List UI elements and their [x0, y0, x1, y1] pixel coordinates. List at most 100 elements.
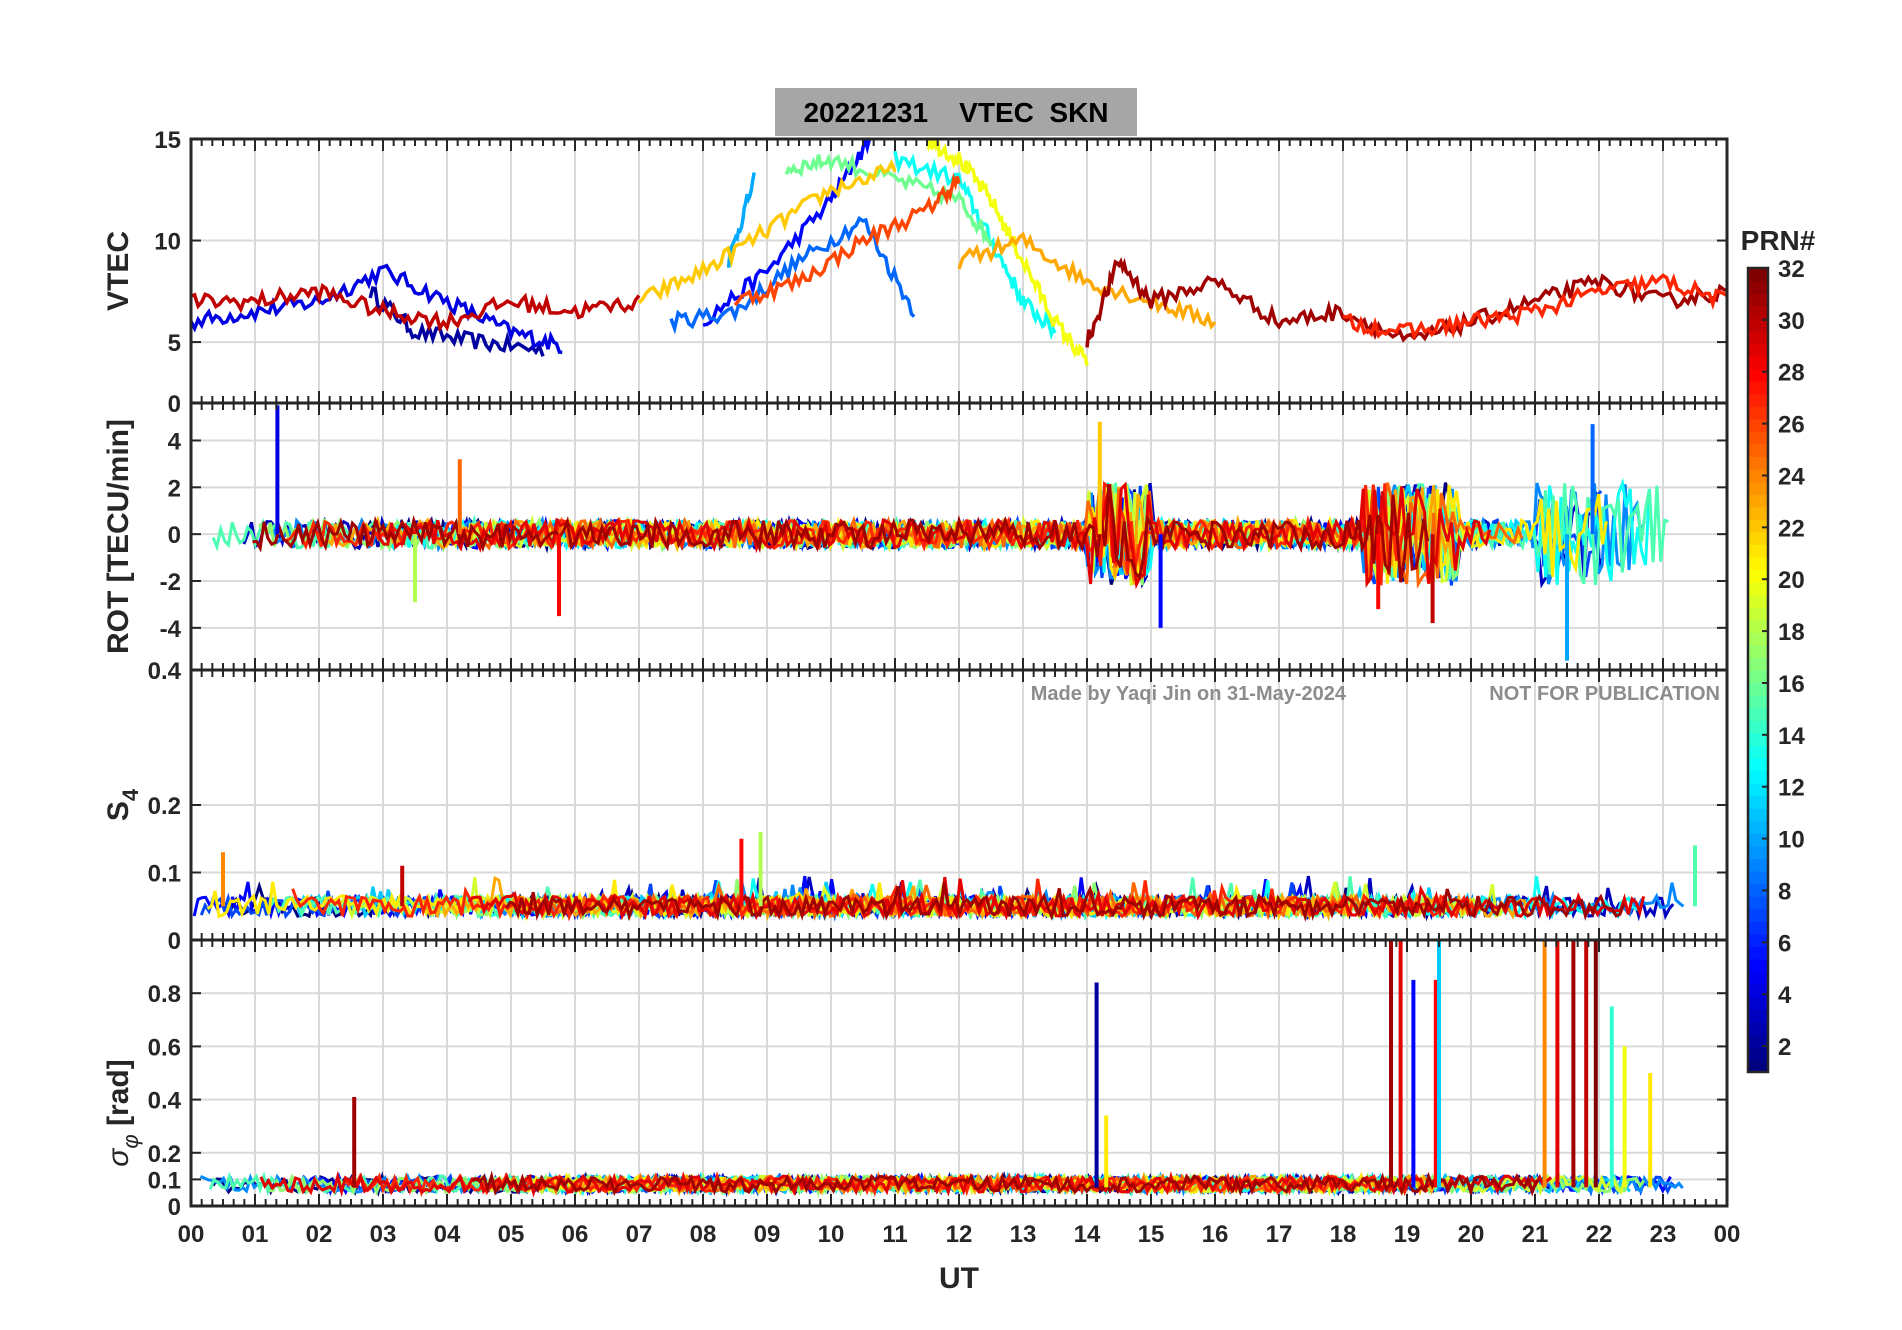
s4-series-prn-31: [505, 882, 1626, 923]
x-tick-label: 15: [1138, 1221, 1165, 1248]
y-tick-label-rot: -2: [160, 569, 181, 596]
colorbar-segment: [1748, 845, 1768, 860]
colorbar-segment: [1748, 896, 1768, 910]
colorbar-tick-label: 10: [1778, 827, 1805, 854]
title-box: 20221231 VTEC SKN: [775, 88, 1137, 136]
x-tick-label: 09: [754, 1221, 781, 1248]
colorbar-segment: [1748, 657, 1768, 671]
colorbar-segment: [1748, 469, 1768, 483]
colorbar-tick-label: 24: [1778, 463, 1805, 490]
x-axis-label: UT: [939, 1262, 979, 1295]
colorbar-segment: [1748, 582, 1768, 596]
ticks-sigma_phi: [190, 940, 1728, 1207]
colorbar-tick-label: 30: [1778, 308, 1805, 335]
colorbar-segment: [1748, 1046, 1768, 1061]
chart-title: 20221231 VTEC SKN: [803, 97, 1108, 128]
colorbar-segment: [1748, 381, 1768, 395]
colorbar-tick-label: 22: [1778, 515, 1805, 542]
y-tick-label-top-s4: 0.4: [148, 658, 182, 685]
vtec-series-prn-20: [925, 139, 1089, 367]
x-tick-label: 03: [370, 1221, 397, 1248]
panel-rot: -4 -2 0 2 4 0 ROT [TECU/min]: [102, 391, 1729, 672]
colorbar-segment: [1748, 707, 1768, 721]
colorbar-segment: [1748, 958, 1768, 973]
colorbar-segment: [1748, 531, 1768, 545]
y-tick-label-sigma_phi: 0.8: [148, 981, 181, 1008]
colorbar-segment: [1748, 431, 1768, 445]
y-tick-label-sigma_phi: 0: [168, 1194, 181, 1221]
colorbar-segment: [1748, 1034, 1768, 1048]
colorbar-segment: [1748, 368, 1768, 382]
colorbar-segment: [1748, 670, 1768, 684]
vtec-series-prn-8: [669, 215, 916, 335]
colorbar-segment: [1748, 720, 1768, 734]
data-sigma_phi: [199, 940, 1684, 1199]
x-tick-label: 19: [1394, 1221, 1421, 1248]
vtec-series-prn-22: [637, 158, 897, 305]
y-tick-label-sigma_phi: 0.6: [148, 1034, 181, 1061]
colorbar-segment: [1748, 594, 1768, 608]
colorbar-segment: [1748, 770, 1768, 784]
vtec-series-prn-26: [733, 172, 961, 307]
y-tick-label-vtec: 10: [154, 229, 181, 256]
y-axis-label-sigma-phi: σφ [rad]: [102, 1059, 143, 1166]
y-tick-label-s4: 0.2: [148, 793, 181, 820]
colorbar-segment: [1748, 644, 1768, 659]
colorbar-segment: [1748, 268, 1768, 282]
y-tick-label-sigma_phi: 0.4: [148, 1088, 182, 1115]
colorbar-tick-label: 32: [1778, 256, 1805, 283]
title-background: [775, 88, 1137, 136]
colorbar-segment: [1748, 318, 1768, 332]
colorbar-tick-label: 8: [1778, 878, 1791, 905]
colorbar-label: PRN#: [1741, 225, 1816, 256]
colorbar-segment: [1748, 1021, 1768, 1035]
colorbar-segment: [1748, 795, 1768, 809]
colorbar-segment: [1748, 544, 1768, 558]
y-tick-label-sigma_phi: 0.2: [148, 1141, 181, 1168]
vtec-series-prn-27: [1342, 273, 1727, 341]
data-rot: [211, 405, 1669, 661]
y-tick-label-rot: 2: [168, 475, 181, 502]
x-tick-label: 11: [882, 1221, 907, 1248]
colorbar-segment: [1748, 946, 1768, 960]
colorbar-tick-label: 20: [1778, 567, 1805, 594]
x-tick-label: 00: [178, 1221, 205, 1248]
rot-series-prn-31: [252, 484, 1430, 583]
colorbar-tick-label: 2: [1778, 1034, 1791, 1061]
sigma_phi-series-prn-31: [471, 1170, 1541, 1198]
watermark-author: Made by Yaqi Jin on 31-May-2024: [1031, 683, 1347, 705]
s4-series-prn-29: [467, 876, 1646, 921]
x-tick-label: 13: [1010, 1221, 1037, 1248]
x-tick-label: 18: [1330, 1221, 1357, 1248]
data-s4: [192, 832, 1697, 923]
y-tick-label-rot: -4: [160, 616, 182, 643]
vtec-series-prn-16: [784, 152, 993, 247]
colorbar-tick-label: 6: [1778, 930, 1791, 957]
colorbar-tick-label: 14: [1778, 723, 1805, 750]
y-tick-label-rot: 4: [168, 428, 182, 455]
colorbar-segment: [1748, 393, 1768, 407]
colorbar-segment: [1748, 418, 1768, 432]
x-tick-label: 04: [434, 1221, 461, 1248]
colorbar-segment: [1748, 293, 1768, 307]
ticks-s4: [190, 669, 1728, 940]
y-tick-label-top-rot: 0: [168, 391, 181, 418]
colorbar-segment: [1748, 355, 1768, 370]
colorbar-segment: [1748, 1059, 1768, 1073]
colorbar-segment: [1748, 871, 1768, 885]
colorbar-segment: [1748, 996, 1768, 1010]
vtec-series-prn-23: [957, 231, 1217, 330]
x-tick-label: 14: [1074, 1221, 1101, 1248]
colorbar-segment: [1748, 607, 1768, 621]
colorbar-segment: [1748, 783, 1768, 797]
colorbar-segment: [1748, 569, 1768, 583]
colorbar-tick-label: 18: [1778, 619, 1805, 646]
x-tick-label: 12: [946, 1221, 973, 1248]
x-tick-label: 00: [1714, 1221, 1741, 1248]
colorbar-segment: [1748, 984, 1768, 998]
y-tick-label-sigma_phi: 0.1: [148, 1167, 181, 1194]
